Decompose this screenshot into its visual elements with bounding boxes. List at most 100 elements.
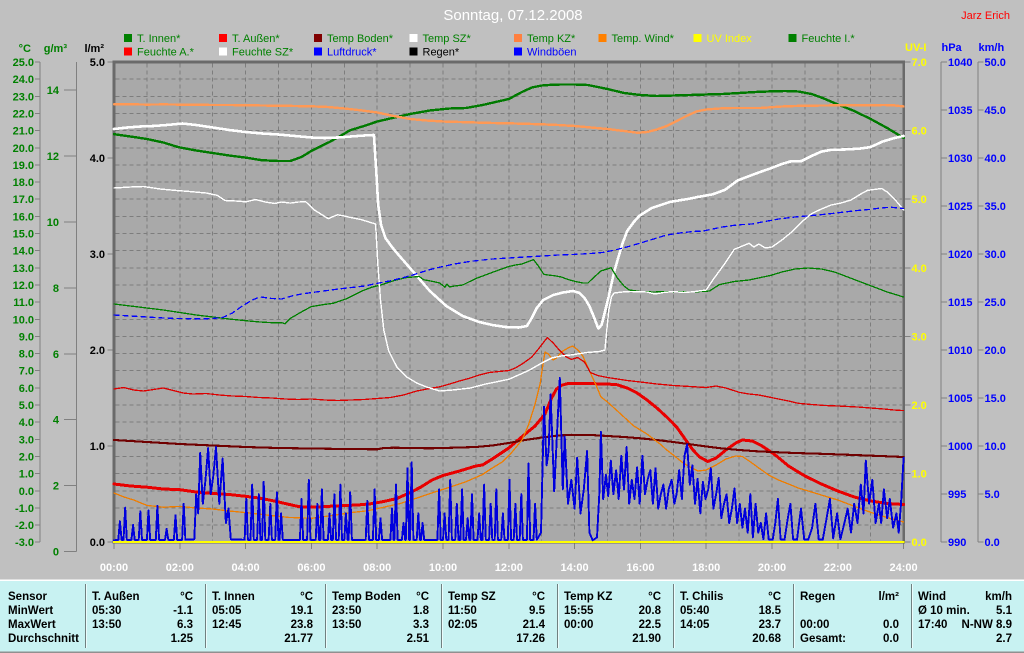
svg-text:12.0: 12.0 bbox=[13, 280, 34, 292]
svg-text:Feuchte A.*: Feuchte A.* bbox=[137, 47, 195, 59]
svg-text:Feuchte I.*: Feuchte I.* bbox=[802, 33, 856, 45]
svg-text:4.0: 4.0 bbox=[912, 263, 927, 275]
svg-text:00:00: 00:00 bbox=[100, 562, 128, 574]
svg-text:30.0: 30.0 bbox=[985, 249, 1006, 261]
svg-text:1040: 1040 bbox=[948, 57, 972, 69]
svg-text:25.0: 25.0 bbox=[13, 57, 34, 69]
svg-text:24.0: 24.0 bbox=[13, 74, 34, 86]
svg-text:5.1: 5.1 bbox=[996, 605, 1013, 617]
svg-text:15:55: 15:55 bbox=[564, 605, 594, 617]
svg-text:°C: °C bbox=[768, 591, 781, 603]
svg-text:0.0: 0.0 bbox=[90, 537, 105, 549]
svg-text:50.0: 50.0 bbox=[985, 57, 1006, 69]
svg-text:02:05: 02:05 bbox=[448, 619, 478, 631]
svg-text:2.0: 2.0 bbox=[90, 345, 105, 357]
svg-text:20:00: 20:00 bbox=[758, 562, 786, 574]
svg-text:1025: 1025 bbox=[948, 201, 972, 213]
svg-text:-1.1: -1.1 bbox=[173, 605, 193, 617]
svg-text:13:50: 13:50 bbox=[92, 619, 121, 631]
svg-text:5.0: 5.0 bbox=[19, 400, 34, 412]
svg-text:11:50: 11:50 bbox=[448, 605, 477, 617]
svg-text:Durchschnitt: Durchschnitt bbox=[8, 633, 79, 645]
svg-text:Temp KZ*: Temp KZ* bbox=[527, 33, 576, 45]
svg-text:2.51: 2.51 bbox=[407, 633, 430, 645]
svg-text:7.0: 7.0 bbox=[912, 57, 927, 69]
svg-text:Wind: Wind bbox=[918, 591, 946, 603]
svg-text:3.0: 3.0 bbox=[19, 434, 34, 446]
svg-text:0.0: 0.0 bbox=[19, 486, 34, 498]
svg-text:5.0: 5.0 bbox=[90, 57, 105, 69]
svg-text:2.0: 2.0 bbox=[19, 451, 34, 463]
svg-text:24:00: 24:00 bbox=[890, 562, 918, 574]
svg-text:13.0: 13.0 bbox=[13, 263, 34, 275]
svg-text:16.0: 16.0 bbox=[13, 211, 34, 223]
svg-text:9.0: 9.0 bbox=[19, 331, 34, 343]
svg-text:18.5: 18.5 bbox=[759, 605, 782, 617]
svg-text:23.0: 23.0 bbox=[13, 91, 34, 103]
svg-text:1.0: 1.0 bbox=[912, 469, 927, 481]
svg-text:10: 10 bbox=[47, 217, 59, 229]
svg-text:21.90: 21.90 bbox=[632, 633, 661, 645]
svg-text:km/h: km/h bbox=[985, 591, 1012, 603]
svg-text:10.0: 10.0 bbox=[985, 441, 1006, 453]
svg-text:22:00: 22:00 bbox=[824, 562, 852, 574]
svg-text:1005: 1005 bbox=[948, 393, 972, 405]
svg-text:14: 14 bbox=[47, 85, 60, 97]
svg-text:16:00: 16:00 bbox=[626, 562, 654, 574]
svg-text:0.0: 0.0 bbox=[912, 537, 927, 549]
svg-text:MaxWert: MaxWert bbox=[8, 619, 56, 631]
svg-text:1.25: 1.25 bbox=[171, 633, 194, 645]
svg-text:3.0: 3.0 bbox=[912, 331, 927, 343]
svg-text:22.0: 22.0 bbox=[13, 109, 34, 121]
svg-text:35.0: 35.0 bbox=[985, 201, 1006, 213]
svg-text:00:00: 00:00 bbox=[564, 619, 593, 631]
svg-text:21.0: 21.0 bbox=[13, 126, 34, 138]
svg-text:1000: 1000 bbox=[948, 441, 972, 453]
svg-text:1010: 1010 bbox=[948, 345, 972, 357]
svg-text:15.0: 15.0 bbox=[13, 229, 34, 241]
svg-text:l/m²: l/m² bbox=[84, 43, 104, 55]
svg-text:12:45: 12:45 bbox=[212, 619, 242, 631]
svg-text:9.5: 9.5 bbox=[529, 605, 546, 617]
svg-text:40.0: 40.0 bbox=[985, 153, 1006, 165]
svg-text:-1.0: -1.0 bbox=[15, 503, 34, 515]
svg-text:17:40: 17:40 bbox=[918, 619, 947, 631]
svg-text:T. Chilis: T. Chilis bbox=[680, 591, 723, 603]
svg-text:T. Innen*: T. Innen* bbox=[137, 33, 181, 45]
svg-text:l/m²: l/m² bbox=[879, 591, 900, 603]
svg-text:°C: °C bbox=[532, 591, 545, 603]
svg-text:10:00: 10:00 bbox=[429, 562, 457, 574]
svg-text:14:05: 14:05 bbox=[680, 619, 710, 631]
svg-text:4: 4 bbox=[53, 415, 60, 427]
svg-text:17.0: 17.0 bbox=[13, 194, 34, 206]
svg-text:995: 995 bbox=[948, 489, 966, 501]
svg-text:Regen: Regen bbox=[800, 591, 835, 603]
svg-text:0: 0 bbox=[53, 547, 59, 559]
svg-text:25.0: 25.0 bbox=[985, 297, 1006, 309]
svg-text:7.0: 7.0 bbox=[19, 366, 34, 378]
svg-text:18.0: 18.0 bbox=[13, 177, 34, 189]
svg-text:Temp KZ: Temp KZ bbox=[564, 591, 612, 603]
svg-text:6.0: 6.0 bbox=[19, 383, 34, 395]
svg-text:11.0: 11.0 bbox=[13, 297, 34, 309]
svg-text:0.0: 0.0 bbox=[883, 633, 899, 645]
svg-text:21.4: 21.4 bbox=[523, 619, 546, 631]
svg-text:19.0: 19.0 bbox=[13, 160, 34, 172]
svg-text:20.68: 20.68 bbox=[752, 633, 781, 645]
svg-text:21.77: 21.77 bbox=[284, 633, 313, 645]
svg-text:1035: 1035 bbox=[948, 105, 972, 117]
svg-text:02:00: 02:00 bbox=[166, 562, 194, 574]
svg-text:05:30: 05:30 bbox=[92, 605, 121, 617]
svg-text:MinWert: MinWert bbox=[8, 605, 53, 617]
svg-text:Temp SZ: Temp SZ bbox=[448, 591, 496, 603]
svg-text:Feuchte SZ*: Feuchte SZ* bbox=[232, 47, 294, 59]
svg-text:°C: °C bbox=[19, 43, 31, 55]
svg-text:Gesamt:: Gesamt: bbox=[800, 633, 846, 645]
svg-text:6: 6 bbox=[53, 349, 59, 361]
svg-text:°C: °C bbox=[648, 591, 661, 603]
svg-text:°C: °C bbox=[300, 591, 313, 603]
svg-text:hPa: hPa bbox=[942, 42, 963, 54]
svg-text:1.0: 1.0 bbox=[90, 441, 105, 453]
svg-text:1.8: 1.8 bbox=[413, 605, 430, 617]
svg-text:08:00: 08:00 bbox=[363, 562, 391, 574]
